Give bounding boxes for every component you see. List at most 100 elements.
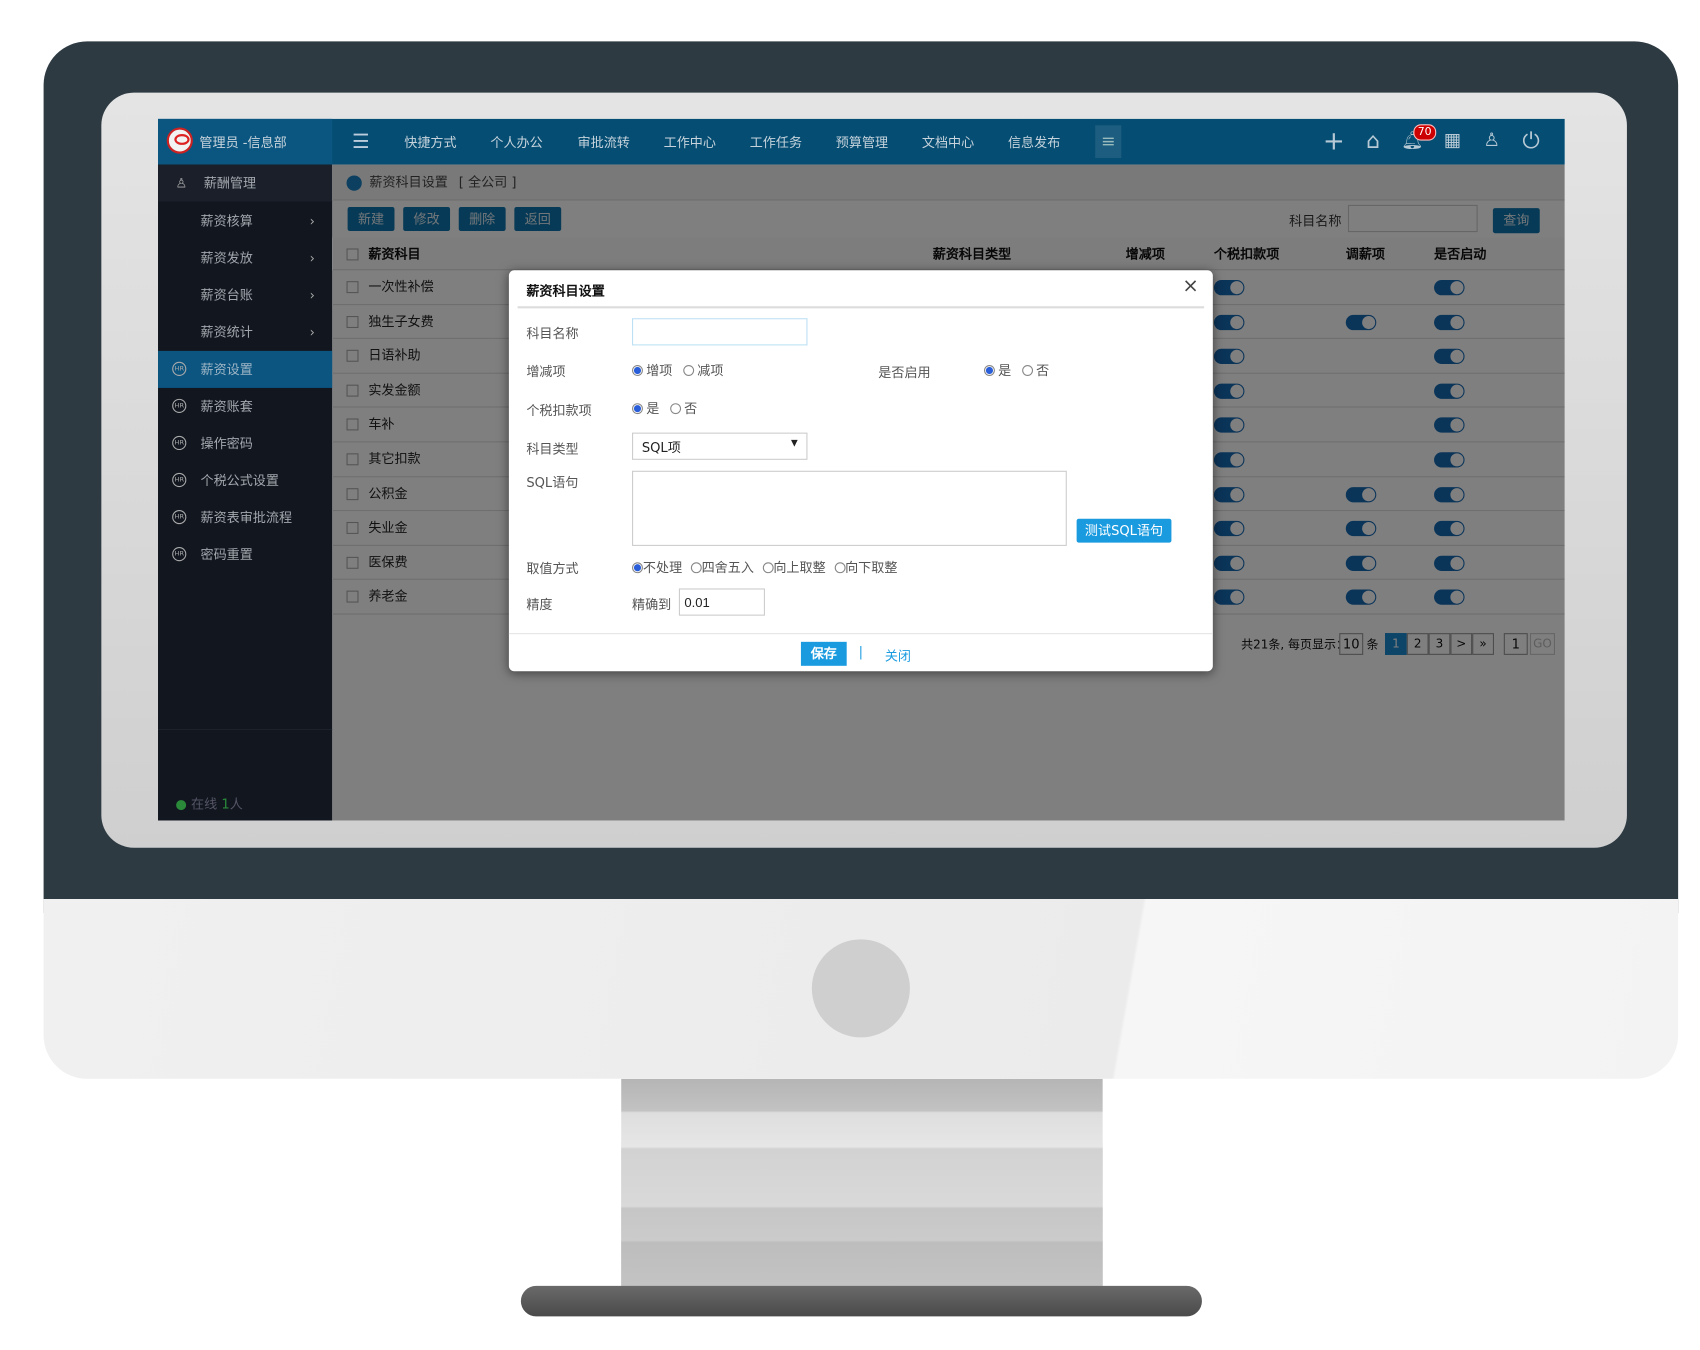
enable-option-no: 否 — [1036, 362, 1050, 379]
enable-radio-yes[interactable] — [983, 365, 995, 376]
sidebar-item[interactable]: 薪资发放 › — [158, 240, 332, 277]
enable-label: 是否启用 — [878, 365, 931, 381]
sidebar-item-label: 薪资表审批流程 — [200, 509, 293, 526]
sidebar-item-label: 薪资统计 — [200, 324, 253, 340]
online-suffix: 人 — [229, 796, 243, 812]
round-radio-down[interactable] — [834, 562, 846, 574]
apps-icon[interactable]: ▦ — [1443, 129, 1462, 152]
sidebar: 薪酬管理 ♙ 薪资核算 › 薪资发放 › 薪资台账 › 薪资统计 › HR 薪资… — [158, 164, 333, 821]
top-bar: 管理员 -信息部 ☰ 快捷方式 个人办公 审批流转 工作中心 工作任务 预算管理… — [158, 118, 1565, 165]
sidebar-item[interactable]: HR 薪资账套 — [158, 388, 332, 425]
sidebar-item[interactable]: 薪资台账 › — [158, 277, 332, 314]
sidebar-item[interactable]: HR 薪资表审批流程 — [158, 499, 332, 536]
nav-personal-office[interactable]: 个人办公 — [490, 135, 543, 151]
nav-work-center[interactable]: 工作中心 — [663, 135, 716, 151]
menu-icon — [172, 288, 186, 302]
sidebar-header-label: 薪酬管理 — [203, 175, 257, 191]
round-radio-up[interactable] — [762, 562, 774, 574]
user-area: 管理员 -信息部 — [158, 118, 333, 165]
hr-icon: HR — [172, 398, 187, 413]
nav-documents[interactable]: 文档中心 — [921, 135, 975, 151]
tax-option-yes: 是 — [646, 401, 660, 417]
nav-budget[interactable]: 预算管理 — [835, 135, 889, 151]
monitor-logo — [811, 939, 910, 1038]
inc-option-subtract: 减项 — [697, 362, 724, 379]
tax-radio-yes[interactable] — [632, 403, 643, 415]
tax-radio-no[interactable] — [669, 403, 681, 415]
sidebar-item-label: 薪资账套 — [200, 398, 253, 415]
round-option-none: 不处理 — [642, 560, 683, 576]
dialog-divider — [517, 306, 1205, 309]
precision-prefix: 精确到 — [632, 597, 672, 613]
menu-icon — [172, 325, 186, 339]
round-radio-none[interactable] — [632, 562, 643, 574]
inc-option-add: 增项 — [646, 362, 673, 379]
round-option-half: 四舍五入 — [701, 560, 754, 576]
tax-option-no: 否 — [684, 401, 698, 417]
subject-type-value: SQL项 — [641, 440, 681, 456]
round-option-down: 向下取整 — [845, 560, 898, 576]
nav-announcements[interactable]: 信息发布 — [1007, 135, 1061, 151]
inc-radio-group: 增项 减项 — [632, 361, 723, 380]
round-option-up: 向上取整 — [773, 560, 826, 576]
tax-radio-group: 是 否 — [632, 399, 697, 418]
sidebar-item-label: 个税公式设置 — [200, 472, 279, 489]
dialog-title: 薪资科目设置 — [526, 283, 605, 299]
company-logo — [166, 127, 193, 154]
tax-label: 个税扣款项 — [526, 403, 592, 419]
power-icon[interactable]: ⏻ — [1522, 127, 1540, 154]
hr-icon: HR — [172, 472, 187, 488]
online-status: ● 在线 1人 — [175, 794, 242, 813]
close-icon[interactable]: × — [1182, 274, 1199, 298]
sidebar-item-label: 操作密码 — [200, 435, 253, 452]
footer-divider — [508, 633, 1213, 635]
monitor-stand — [621, 1078, 1103, 1292]
close-button[interactable]: 关闭 — [884, 648, 912, 664]
more-menu-icon[interactable]: ≡ — [1095, 125, 1122, 159]
online-user-icon: ● — [175, 796, 187, 812]
subject-type-select[interactable]: SQL项 ▼ — [632, 432, 808, 460]
sidebar-item[interactable]: HR 薪资设置 — [158, 350, 333, 388]
hr-icon: HR — [172, 361, 187, 376]
nav-approval[interactable]: 审批流转 — [577, 135, 630, 151]
divider — [158, 729, 333, 731]
sidebar-item[interactable]: HR 个税公式设置 — [158, 462, 332, 499]
sidebar-item[interactable]: 薪资统计 › — [158, 314, 332, 351]
user-icon: ♙ — [175, 175, 188, 191]
round-radio-half[interactable] — [690, 562, 702, 574]
rounding-radio-group: 不处理 四舍五入 向上取整 向下取整 — [632, 558, 897, 577]
salary-subject-dialog: 薪资科目设置 × 科目名称 增减项 增项 减项 是否启用 是 否 个税扣款项 是… — [508, 270, 1213, 672]
type-label: 科目类型 — [526, 441, 579, 457]
sidebar-item-label: 薪资设置 — [200, 361, 253, 378]
enable-radio-no[interactable] — [1021, 365, 1033, 376]
chevron-right-icon: › — [309, 250, 315, 266]
precision-label: 精度 — [526, 597, 553, 613]
chevron-right-icon: › — [309, 213, 315, 229]
inc-radio-subtract[interactable] — [683, 365, 694, 376]
sidebar-item[interactable]: HR 密码重置 — [158, 536, 332, 573]
sidebar-item[interactable]: 薪资核算 › — [158, 203, 332, 240]
subject-name-input[interactable] — [632, 318, 808, 346]
user-label[interactable]: 管理员 -信息部 — [199, 135, 287, 151]
shirt-icon[interactable]: ♙ — [1483, 129, 1501, 152]
name-label: 科目名称 — [526, 325, 579, 342]
menu-icon — [172, 251, 186, 265]
nav-work-tasks[interactable]: 工作任务 — [749, 135, 803, 151]
save-button[interactable]: 保存 — [800, 641, 847, 666]
chevron-down-icon: ▼ — [790, 438, 798, 448]
online-prefix: 在线 — [191, 796, 218, 812]
chevron-right-icon: › — [309, 287, 315, 303]
sidebar-item-label: 薪资台账 — [200, 287, 253, 303]
menu-toggle-icon[interactable]: ☰ — [351, 130, 370, 154]
plus-icon[interactable]: + — [1322, 125, 1345, 156]
home-icon[interactable]: ⌂ — [1366, 127, 1380, 154]
hr-icon: HR — [172, 509, 187, 525]
inc-label: 增减项 — [526, 363, 566, 380]
footer-separator: | — [858, 644, 864, 660]
nav-shortcuts[interactable]: 快捷方式 — [404, 135, 457, 151]
sql-textarea[interactable] — [632, 470, 1067, 546]
sidebar-item[interactable]: HR 操作密码 — [158, 425, 332, 462]
precision-input[interactable] — [678, 588, 765, 616]
inc-radio-add[interactable] — [632, 365, 643, 376]
test-sql-button[interactable]: 测试SQL语句 — [1076, 518, 1172, 543]
